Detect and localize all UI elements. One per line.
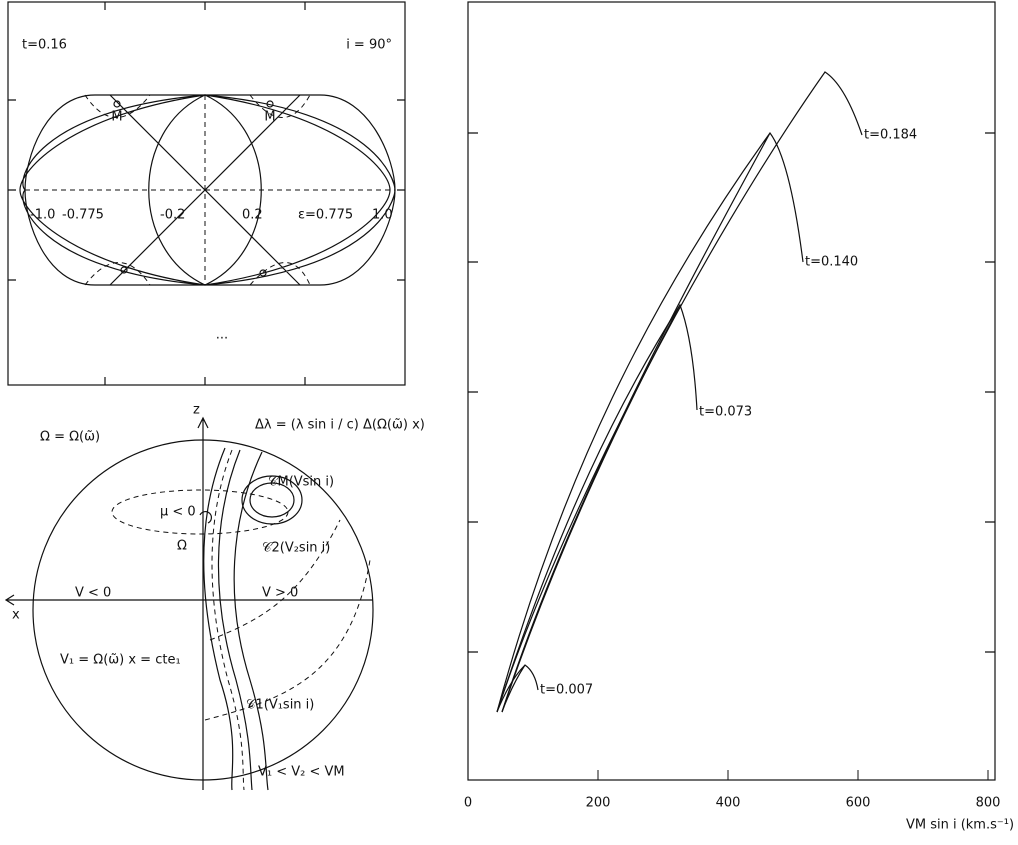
axis-label: ε=0.775 (298, 208, 353, 223)
axis-label: 0.2 (242, 208, 263, 223)
x-tick-label: 400 (716, 796, 741, 811)
axis-label: -0.2 (160, 208, 185, 223)
note: ... (216, 328, 228, 343)
omega-arrow (199, 511, 212, 524)
cm-label: 𝒞M(Vsin i) (268, 475, 334, 490)
c2-label: 𝒞2(V₂sin i) (262, 541, 330, 556)
v1-def: V₁ = Ω(ω̃) x = cte₁ (60, 653, 181, 668)
c1-label: 𝒞1(V₁sin i) (246, 698, 314, 713)
band (203, 447, 269, 791)
z-label: z (193, 403, 200, 418)
bottom-panel: Ω = Ω(ω̃) Δλ = (λ sin i / c) Δ(Ω(ω̃) x) … (4, 403, 425, 791)
curve-label: t=0.140 (805, 255, 858, 270)
axis-label: -0.775 (62, 208, 104, 223)
mu-label: μ < 0 (160, 505, 196, 520)
formula: Δλ = (λ sin i / c) Δ(Ω(ω̃) x) (255, 418, 425, 433)
i-label: i = 90° (346, 38, 392, 53)
cm-curve (241, 475, 303, 525)
curve-label: t=0.007 (540, 683, 593, 698)
x-axis (4, 594, 373, 606)
v-pos: V > 0 (262, 586, 298, 601)
marker (259, 269, 267, 277)
x-label: x (12, 608, 20, 623)
y-tick-marks (468, 132, 995, 653)
marker-label: M (111, 110, 122, 125)
ordering: V₁ < V₂ < VM (258, 765, 345, 780)
band-dashed (211, 449, 245, 791)
omega-label: Ω (177, 539, 187, 554)
axis-label: 1.0 (372, 208, 393, 223)
dashed-arcs (84, 94, 311, 286)
marker (120, 266, 128, 274)
curve-label: t=0.184 (864, 128, 917, 143)
top-panel: t=0.16 i = 90° M M -1.0 -0.775 -0.2 0.2 … (7, 1, 406, 386)
axis-label: -1.0 (30, 208, 55, 223)
dashed-arcs (204, 519, 371, 721)
z-axis (197, 416, 209, 790)
curve-t0007 (496, 664, 539, 713)
t-label: t=0.16 (22, 38, 67, 53)
curve-t0140 (496, 131, 804, 713)
marker (113, 100, 121, 108)
frame (7, 1, 406, 386)
x-axis-title: VM sin i (km.s⁻¹) (906, 818, 1014, 833)
x-tick-label: 200 (586, 796, 611, 811)
c2-curve (249, 482, 295, 518)
right-panel: t=0.184 t=0.140 t=0.073 t=0.007 VM sin i… (464, 1, 1014, 833)
outer-contour (24, 94, 396, 286)
marker-label: M (264, 110, 275, 125)
v-neg: V < 0 (75, 586, 111, 601)
curve-t0073 (496, 303, 698, 713)
x-tick-label: 600 (846, 796, 871, 811)
frame (467, 1, 996, 781)
axes (25, 95, 395, 285)
x-tick-label: 800 (976, 796, 1001, 811)
x-tick-label: 0 (464, 796, 472, 811)
tick-marks (8, 2, 405, 385)
curve-t0184 (496, 71, 863, 713)
panel-title: Ω = Ω(ω̃) (40, 430, 100, 445)
marker (266, 100, 274, 108)
mu-region (111, 489, 289, 535)
curve-label: t=0.073 (699, 405, 752, 420)
